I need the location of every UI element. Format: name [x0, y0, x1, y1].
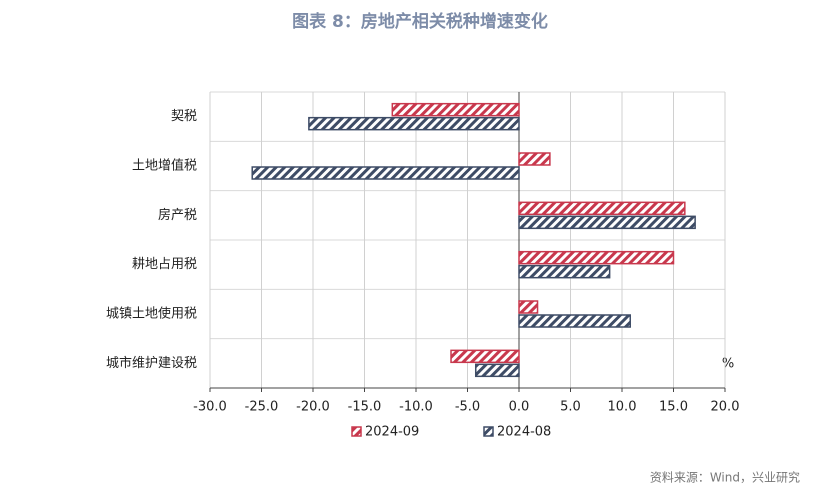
- x-tick-label: 5.0: [560, 400, 581, 415]
- bar: [518, 300, 539, 314]
- x-tick-label: 20.0: [711, 400, 740, 415]
- bar: [450, 349, 520, 364]
- x-tick-label: 0.0: [509, 400, 530, 415]
- bar: [391, 102, 520, 117]
- legend-swatch: [351, 426, 362, 437]
- y-tick-label: 城镇土地使用税: [106, 306, 197, 322]
- bar: [518, 264, 611, 279]
- x-tick-label: -10.0: [399, 400, 433, 415]
- y-tick-label: 房产税: [158, 207, 197, 223]
- legend-swatch: [483, 426, 494, 437]
- bar: [251, 166, 520, 180]
- unit-label: %: [722, 357, 734, 372]
- bar: [518, 314, 631, 328]
- legend-label: 2024-09: [365, 425, 419, 440]
- bar: [518, 215, 696, 230]
- x-tick-label: -5.0: [455, 400, 480, 415]
- bar: [474, 363, 520, 378]
- x-tick-label: 15.0: [659, 400, 688, 415]
- y-tick-label: 城市维护建设税: [106, 355, 197, 371]
- y-tick-label: 耕地占用税: [132, 256, 197, 272]
- x-tick-label: -15.0: [348, 400, 382, 415]
- bar: [518, 152, 551, 166]
- y-tick-label: 契税: [171, 109, 197, 124]
- source: 资料来源：Wind，兴业研究: [650, 470, 800, 485]
- bar: [308, 116, 520, 131]
- x-tick-label: -25.0: [245, 400, 279, 415]
- y-tick-label: 土地增值税: [132, 158, 197, 174]
- bar: [518, 201, 686, 216]
- legend-label: 2024-08: [497, 425, 551, 440]
- bar: [518, 250, 675, 265]
- x-tick-label: -30.0: [193, 400, 227, 415]
- chart-title: 图表 8：房地产相关税种增速变化: [292, 11, 548, 32]
- x-tick-label: 10.0: [608, 400, 637, 415]
- x-tick-label: -20.0: [296, 400, 330, 415]
